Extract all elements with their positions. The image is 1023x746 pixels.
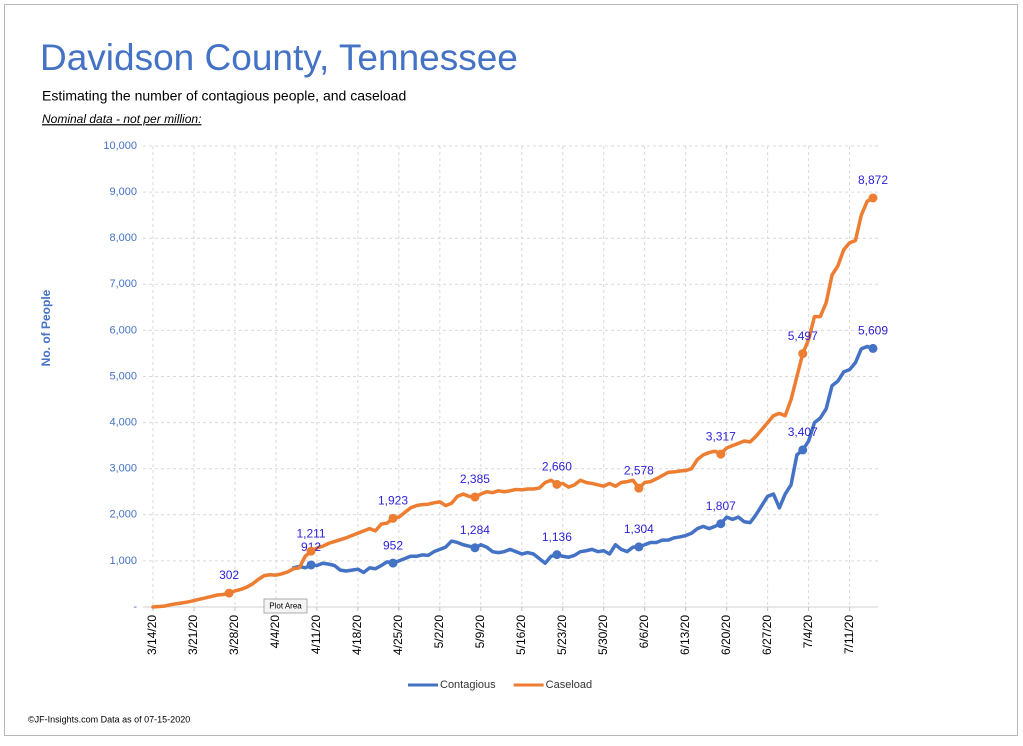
x-tick-label: 6/6/20 [637,615,651,649]
x-tick-label: 3/28/20 [227,615,241,655]
data-point [552,550,562,560]
data-point [634,483,644,493]
chart-note: Nominal data - not per million: [42,112,201,126]
y-tick-label: 6,000 [109,324,137,336]
data-label: 1,304 [624,522,654,536]
data-point [470,492,480,502]
data-label: 952 [383,538,403,552]
data-label: 1,807 [706,499,736,513]
tooltip-text: Plot Area [269,602,302,611]
data-point [224,588,234,598]
data-label: 1,136 [542,530,572,544]
data-label: 1,923 [378,494,408,508]
x-tick-label: 5/30/20 [596,615,610,655]
x-tick-label: 6/13/20 [678,615,692,655]
legend-label: Caseload [546,679,592,691]
data-point [552,479,562,489]
x-tick-label: 5/2/20 [432,615,446,649]
data-point [868,193,878,203]
x-tick-label: 4/18/20 [350,615,364,655]
x-tick-label: 5/16/20 [514,615,528,655]
x-tick-label: 4/4/20 [268,615,282,649]
legend-label: Contagious [440,679,496,691]
data-point [470,543,480,553]
y-tick-label: 7,000 [109,278,137,290]
tooltip-box [263,598,308,614]
data-label: 3,317 [706,429,736,443]
x-tick-label: 4/11/20 [309,615,323,654]
x-tick-label: 4/25/20 [391,615,405,655]
y-tick-label: 1,000 [109,555,137,567]
chart-subtitle: Estimating the number of contagious peop… [42,88,406,104]
x-tick-label: 7/11/20 [842,615,856,654]
data-point [798,445,808,455]
data-point [388,513,398,523]
tooltip: Plot Area [263,598,308,614]
data-label: 1,284 [460,523,490,537]
data-label: 2,578 [624,463,654,477]
y-tick-label: 9,000 [109,186,137,198]
data-point [634,542,644,552]
x-tick-label: 7/4/20 [801,615,815,649]
series-line [151,196,875,609]
data-point [716,449,726,459]
y-tick-label: 10,000 [103,140,137,152]
y-tick-label: 3,000 [109,463,137,475]
data-label: 2,385 [460,472,490,486]
data-point [798,349,808,359]
x-tick-label: 3/21/20 [186,615,200,655]
y-tick-label: 2,000 [109,509,137,521]
y-tick-label: 4,000 [109,417,137,429]
data-label: 3,407 [788,425,818,439]
footer: ©JF-Insights.com Data as of 07-15-2020 [28,714,190,724]
chart-title: Davidson County, Tennessee [40,37,518,78]
x-tick-label: 6/27/20 [760,615,774,655]
y-tick-label: - [133,601,137,613]
y-tick-label: 8,000 [109,232,137,244]
data-point [868,343,878,353]
data-point [306,560,316,570]
y-axis-label: No. of People [39,289,53,366]
y-tick-label: 5,000 [109,370,137,382]
data-label: 1,211 [296,526,325,540]
x-tick-label: 5/9/20 [473,615,487,649]
data-label: 8,872 [858,173,888,187]
data-label: 2,660 [542,460,572,474]
data-label: 5,497 [788,329,818,343]
data-label: 5,609 [858,324,888,338]
data-label: 302 [219,568,239,582]
data-point [716,519,726,529]
x-tick-label: 5/23/20 [555,615,569,655]
x-tick-label: 3/14/20 [145,615,159,655]
x-tick-label: 6/20/20 [719,615,733,655]
data-point [306,546,316,556]
data-point [388,558,398,568]
